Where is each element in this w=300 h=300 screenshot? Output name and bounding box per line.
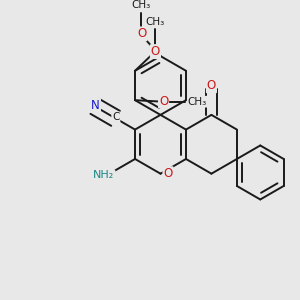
Text: CH₃: CH₃ [131,0,151,10]
Text: CH₃: CH₃ [145,17,164,27]
Text: O: O [137,27,146,40]
Text: O: O [207,79,216,92]
Text: N: N [91,99,100,112]
Text: O: O [151,45,160,58]
Text: O: O [159,94,168,108]
Text: O: O [164,167,172,180]
Text: C: C [112,112,119,122]
Text: NH₂: NH₂ [93,170,115,181]
Text: CH₃: CH₃ [188,97,207,107]
